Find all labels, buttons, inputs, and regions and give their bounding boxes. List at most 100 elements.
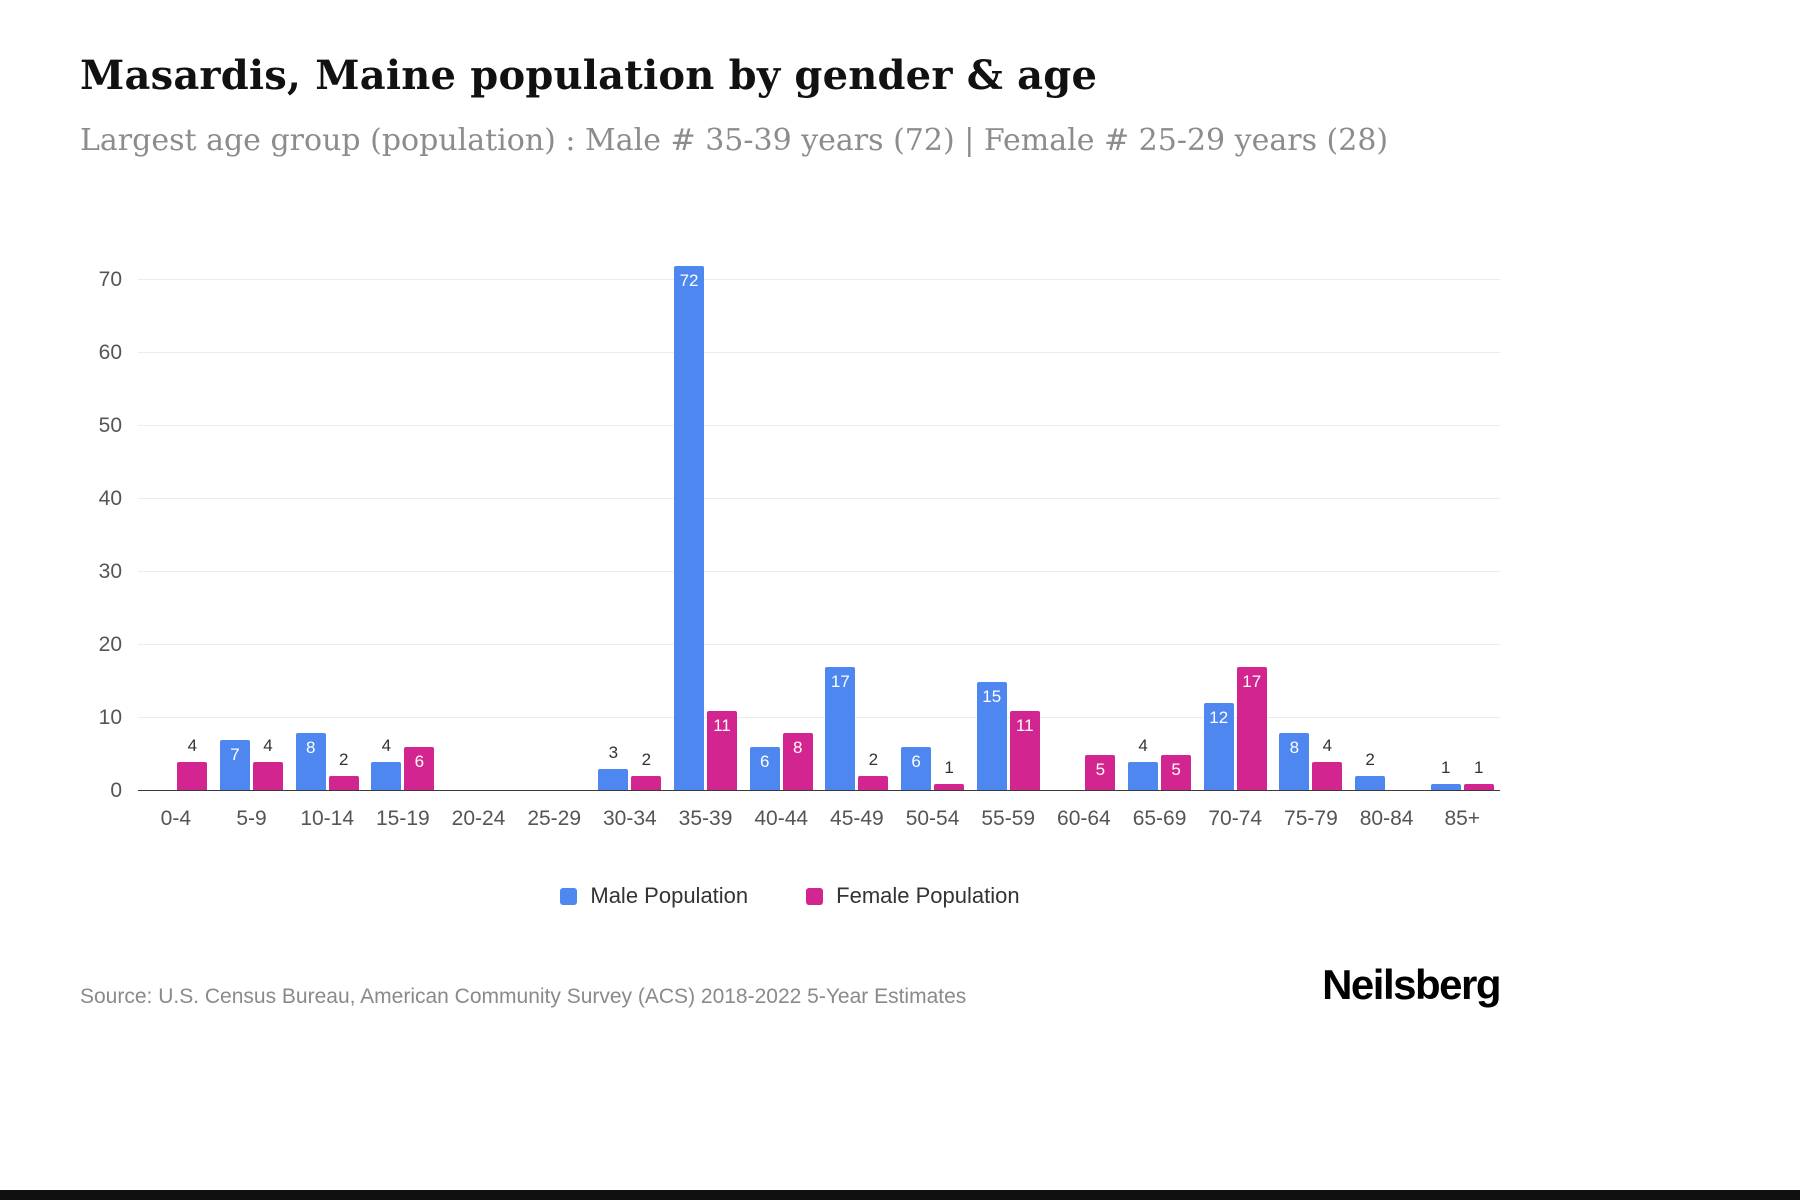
x-axis-label: 60-64 bbox=[1057, 807, 1111, 830]
male-bar[interactable]: 7 bbox=[220, 740, 250, 791]
chart-subtitle: Largest age group (population) : Male # … bbox=[80, 123, 1389, 158]
bar-value-label: 4 bbox=[1322, 736, 1333, 755]
x-axis-label: 25-29 bbox=[527, 807, 582, 830]
gridline bbox=[138, 571, 1500, 573]
x-axis-label: 45-49 bbox=[830, 807, 884, 830]
bar-value-label: 4 bbox=[187, 736, 198, 755]
female-bar[interactable]: 2 bbox=[858, 750, 889, 791]
bar-value-label: 6 bbox=[759, 752, 770, 771]
legend-item-female[interactable]: Female Population bbox=[806, 883, 1020, 909]
y-axis-tick: 40 bbox=[98, 487, 122, 511]
female-bar[interactable]: 4 bbox=[177, 736, 208, 791]
bar-value-label: 2 bbox=[1365, 750, 1375, 769]
bar-value-label: 6 bbox=[911, 752, 921, 771]
x-axis-label: 40-44 bbox=[754, 807, 809, 830]
female-bar[interactable]: 4 bbox=[1312, 736, 1343, 791]
x-axis-label: 75-79 bbox=[1284, 807, 1338, 830]
bar-group: 12 17 bbox=[1197, 667, 1273, 791]
bar-value-label: 15 bbox=[982, 687, 1002, 706]
bar-groups: 4 7 4 8 2 4 6 3 2 72 11 6 8 17 2 6 1 15 11 5 4 5 12 17 8 4 2 1 1 bbox=[138, 246, 1500, 791]
female-bar[interactable]: 11 bbox=[707, 711, 738, 791]
bar-value-label: 12 bbox=[1209, 708, 1229, 727]
x-axis-labels: 0-4 5-9 10-14 15-19 20-24 25-29 30-34 35-39 40-4… bbox=[138, 807, 1500, 831]
bar-value-label: 1 bbox=[1474, 758, 1484, 777]
female-bar[interactable]: 2 bbox=[631, 750, 662, 791]
bar-value-label: 4 bbox=[381, 736, 392, 755]
female-bar[interactable]: 4 bbox=[253, 736, 283, 791]
female-bar[interactable]: 17 bbox=[1236, 667, 1267, 791]
x-axis-label: 85+ bbox=[1444, 807, 1481, 830]
y-axis-tick: 30 bbox=[98, 560, 122, 584]
bar-value-label: 11 bbox=[713, 716, 731, 735]
plot-area: 0 10 20 30 40 50 60 70 4 7 4 8 2 4 6 3 2 72 11 6 8 17 2 6 1 15 11 5… bbox=[99, 246, 1500, 802]
bar-group: 5 bbox=[1046, 755, 1122, 791]
male-bar[interactable]: 4 bbox=[1128, 736, 1159, 791]
female-bar[interactable]: 8 bbox=[782, 733, 813, 791]
bar-value-label: 3 bbox=[608, 743, 619, 762]
source-text: Source: U.S. Census Bureau, American Com… bbox=[80, 985, 967, 1008]
male-bar[interactable]: 6 bbox=[749, 747, 780, 791]
y-axis-tick: 70 bbox=[98, 268, 122, 292]
male-bar[interactable]: 3 bbox=[598, 743, 629, 791]
bar-value-label: 2 bbox=[641, 750, 652, 769]
male-legend-swatch bbox=[560, 887, 578, 905]
legend: Male Population Female Population bbox=[80, 883, 1500, 909]
x-axis-label: 70-74 bbox=[1208, 807, 1263, 830]
bar-value-label: 6 bbox=[414, 752, 425, 771]
male-bar[interactable]: 72 bbox=[674, 266, 705, 791]
female-bar[interactable]: 2 bbox=[328, 750, 359, 791]
x-axis-baseline bbox=[138, 790, 1500, 791]
female-bar[interactable]: 5 bbox=[1161, 755, 1192, 791]
male-bar[interactable]: 8 bbox=[295, 733, 326, 791]
female-bar[interactable]: 11 bbox=[1009, 711, 1040, 791]
gridline bbox=[138, 352, 1500, 354]
bar-value-label: 4 bbox=[1138, 736, 1148, 755]
male-bar[interactable]: 15 bbox=[976, 682, 1007, 791]
male-bar[interactable]: 2 bbox=[1355, 750, 1386, 791]
female-bar[interactable]: 5 bbox=[1085, 755, 1116, 791]
y-axis-tick: 20 bbox=[98, 633, 122, 657]
bar-value-label: 1 bbox=[1441, 758, 1451, 777]
x-axis-label: 50-54 bbox=[905, 807, 960, 830]
female-legend-swatch bbox=[806, 887, 824, 905]
bar-group: 4 bbox=[138, 736, 214, 791]
bar-value-label: 8 bbox=[305, 738, 316, 757]
bottom-strip bbox=[0, 1190, 1800, 1200]
female-bar[interactable]: 1 bbox=[934, 758, 965, 791]
bar-value-label: 8 bbox=[1289, 738, 1300, 757]
bar-value-label: 72 bbox=[679, 271, 699, 290]
female-bar[interactable]: 1 bbox=[1463, 758, 1494, 791]
bar-value-label: 5 bbox=[1095, 760, 1106, 779]
bar-value-label: 4 bbox=[263, 736, 273, 755]
female-bar[interactable]: 6 bbox=[404, 747, 435, 791]
bar-value-label: 7 bbox=[230, 745, 240, 764]
bar-value-label: 11 bbox=[1015, 716, 1034, 735]
male-bar[interactable]: 6 bbox=[901, 747, 932, 791]
gridline bbox=[138, 425, 1500, 427]
gridline bbox=[138, 717, 1500, 719]
male-bar[interactable]: 1 bbox=[1430, 758, 1461, 791]
bar-value-label: 2 bbox=[338, 750, 349, 769]
male-bar[interactable]: 12 bbox=[1203, 703, 1234, 791]
x-axis-label: 55-59 bbox=[981, 807, 1036, 830]
male-bar[interactable]: 8 bbox=[1279, 733, 1310, 791]
legend-item-male[interactable]: Male Population bbox=[560, 883, 748, 909]
bar-group: 17 2 bbox=[819, 667, 895, 791]
x-axis-label: 20-24 bbox=[451, 807, 506, 830]
male-bar[interactable]: 4 bbox=[371, 736, 402, 791]
male-bar[interactable]: 17 bbox=[825, 667, 856, 791]
bar-value-label: 17 bbox=[830, 672, 850, 691]
bar-value-label: 17 bbox=[1242, 672, 1262, 691]
bar-group: 72 11 bbox=[668, 266, 744, 791]
y-axis-tick: 0 bbox=[110, 779, 122, 802]
x-axis-label: 30-34 bbox=[603, 807, 657, 830]
bar-group: 15 11 bbox=[970, 682, 1046, 791]
legend-label: Male Population bbox=[590, 883, 749, 908]
bar-value-label: 1 bbox=[944, 758, 954, 777]
chart-title: Masardis, Maine population by gender & a… bbox=[80, 52, 1098, 99]
